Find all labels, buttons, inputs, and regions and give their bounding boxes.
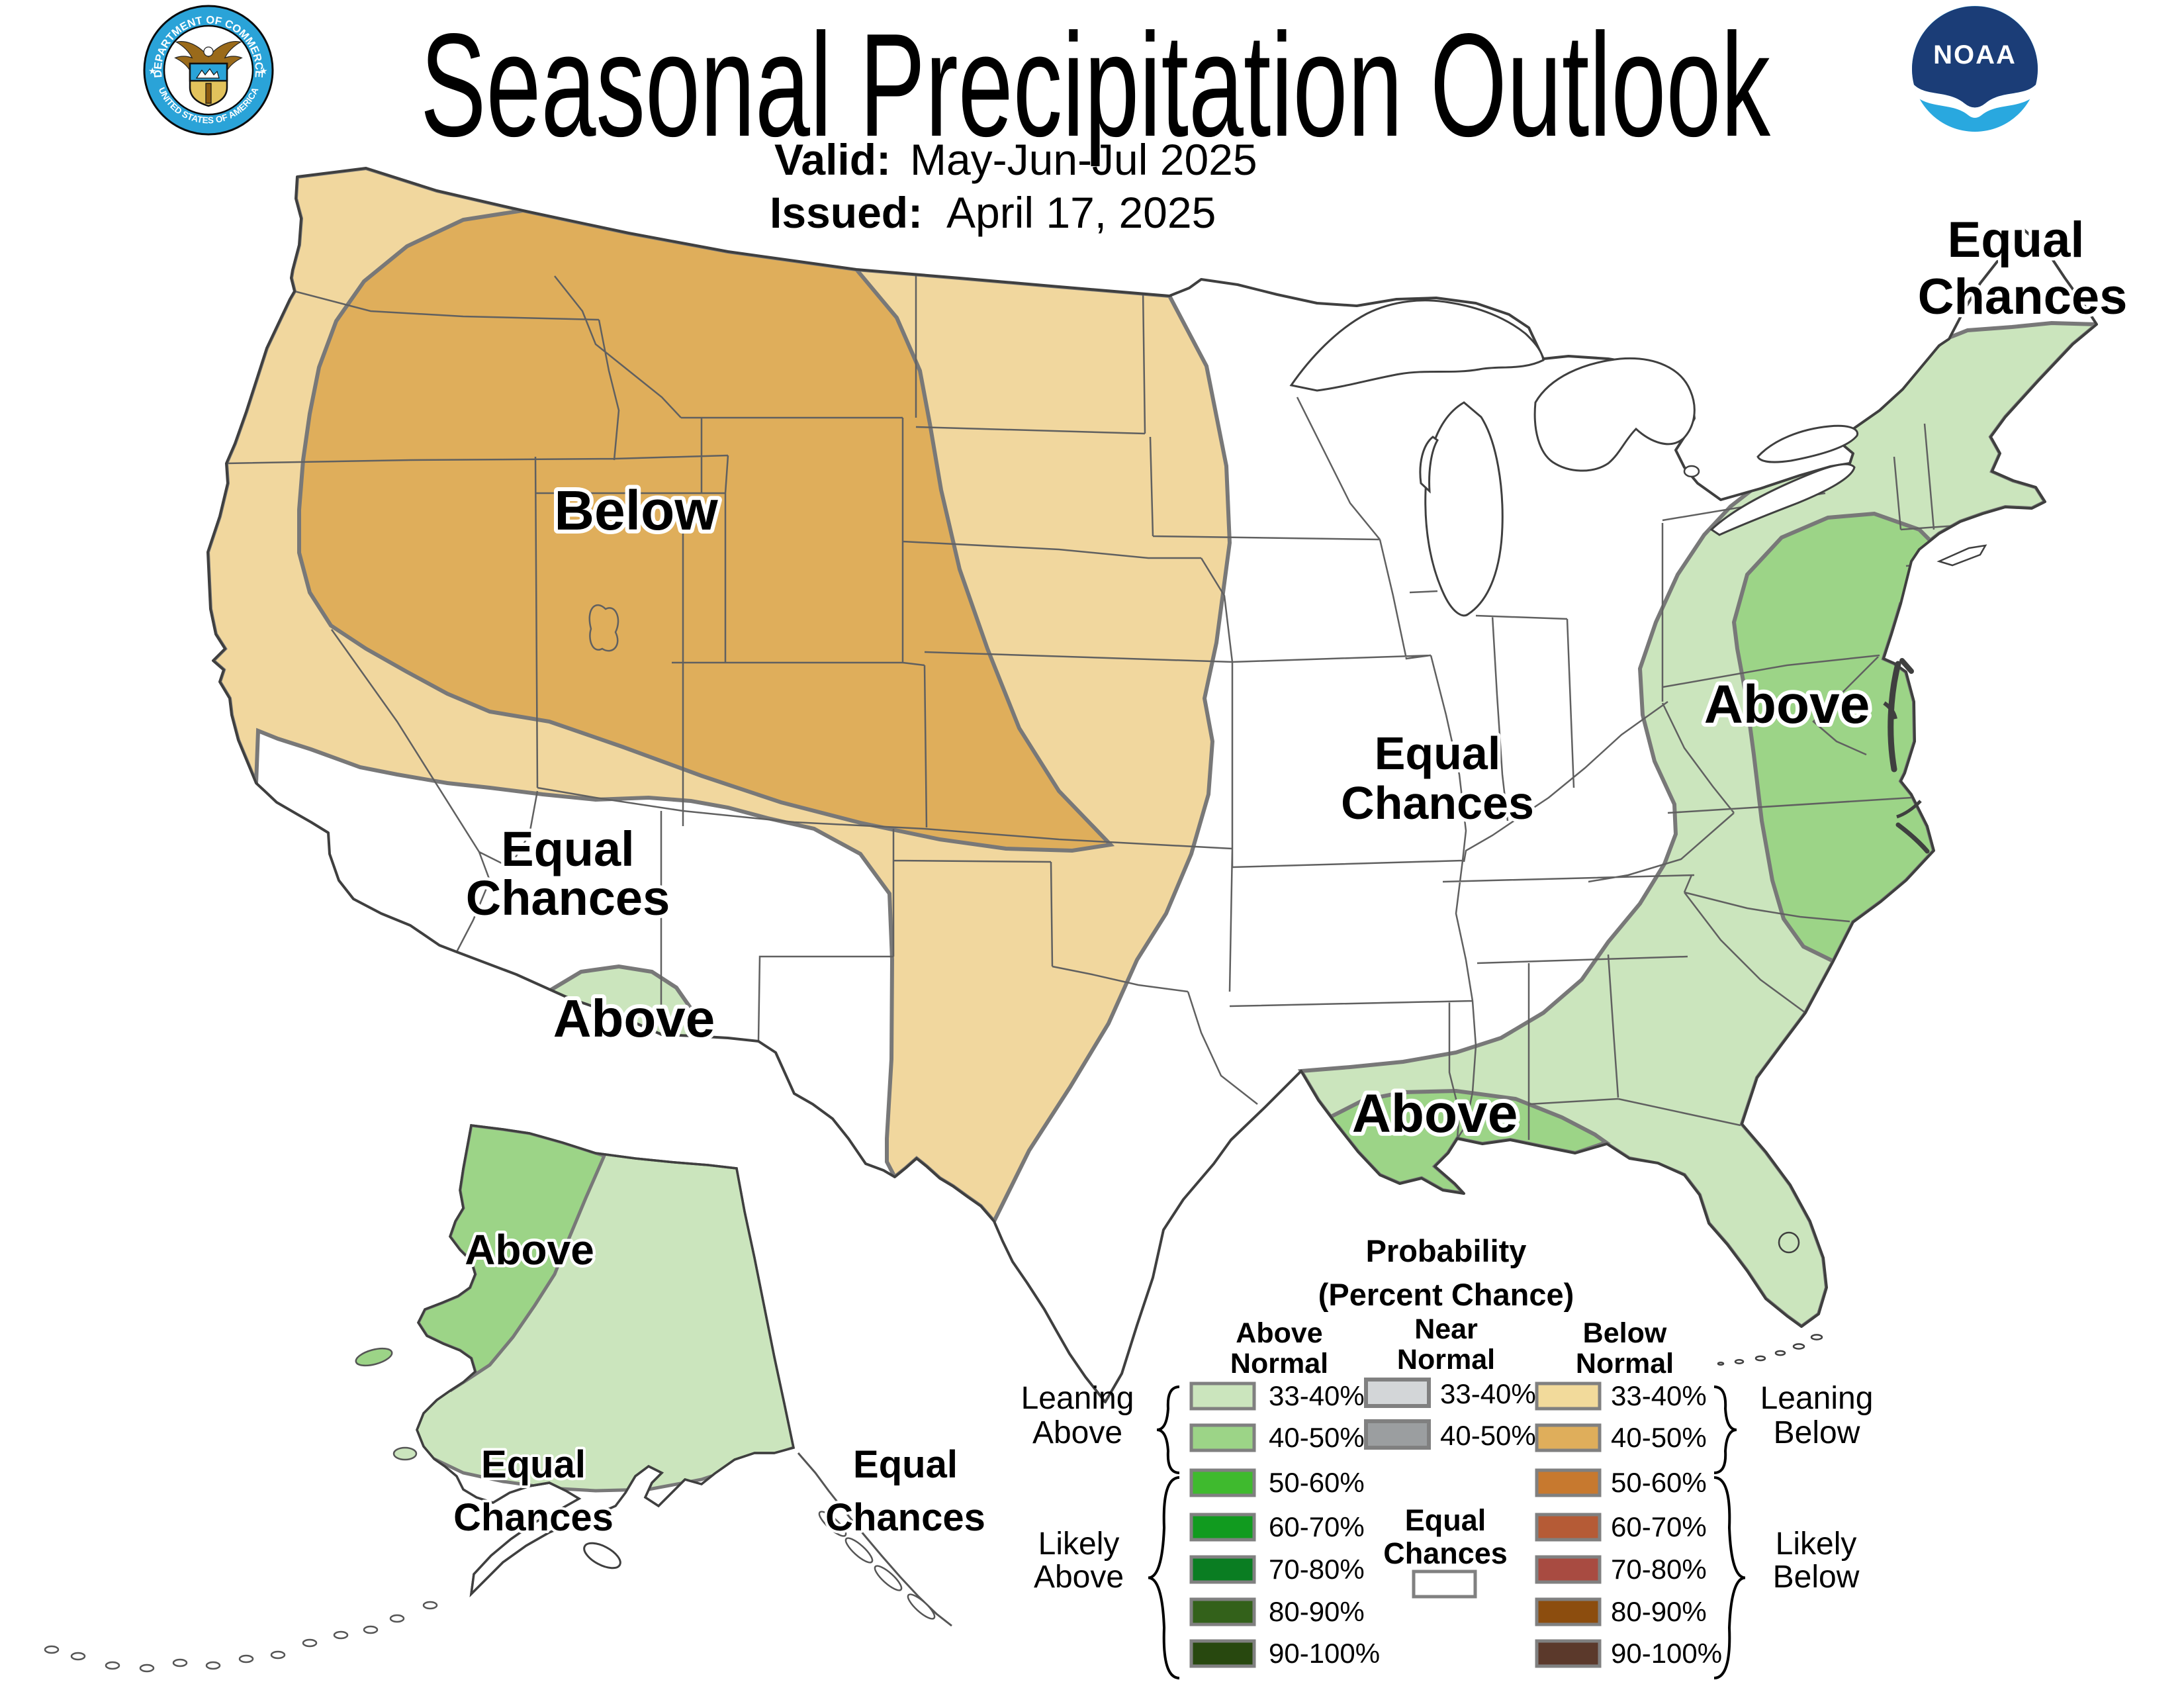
svg-text:Normal: Normal [1230, 1348, 1328, 1380]
svg-text:Normal: Normal [1397, 1344, 1495, 1376]
svg-text:Equal: Equal [853, 1443, 958, 1486]
svg-text:Normal: Normal [1576, 1348, 1674, 1380]
svg-text:80-90%: 80-90% [1269, 1596, 1365, 1627]
svg-text:Likely: Likely [1038, 1526, 1120, 1562]
svg-text:Equal: Equal [501, 821, 634, 876]
svg-text:Equal: Equal [481, 1443, 586, 1486]
svg-text:Near: Near [1414, 1313, 1478, 1345]
svg-text:60-70%: 60-70% [1269, 1511, 1365, 1542]
svg-text:May-Jun-Jul 2025: May-Jun-Jul 2025 [910, 135, 1257, 184]
svg-text:Chances: Chances [453, 1496, 614, 1539]
svg-text:Above: Above [465, 1226, 594, 1274]
svg-text:33-40%: 33-40% [1611, 1380, 1707, 1411]
svg-text:April 17, 2025: April 17, 2025 [946, 188, 1216, 237]
svg-text:Chances: Chances [1918, 269, 2128, 325]
svg-text:Above: Above [553, 989, 715, 1048]
svg-text:Below: Below [554, 479, 718, 541]
svg-text:Above: Above [1352, 1084, 1518, 1144]
svg-text:Chances: Chances [825, 1496, 985, 1539]
svg-text:★: ★ [259, 66, 268, 76]
svg-text:NOAA: NOAA [1933, 40, 2017, 70]
svg-text:40-50%: 40-50% [1611, 1422, 1707, 1453]
svg-text:Probability: Probability [1366, 1233, 1527, 1268]
svg-text:33-40%: 33-40% [1440, 1378, 1536, 1409]
svg-text:Below: Below [1583, 1317, 1667, 1349]
svg-text:40-50%: 40-50% [1269, 1422, 1365, 1453]
svg-text:Above: Above [1034, 1560, 1124, 1595]
svg-text:Valid:: Valid: [774, 135, 891, 184]
svg-text:Above: Above [1032, 1415, 1122, 1450]
svg-text:Issued:: Issued: [770, 188, 923, 237]
svg-text:(Percent Chance): (Percent Chance) [1318, 1277, 1574, 1312]
svg-text:Equal: Equal [1948, 212, 2085, 268]
svg-text:70-80%: 70-80% [1611, 1554, 1707, 1585]
svg-text:Leaning: Leaning [1760, 1381, 1874, 1416]
svg-text:50-60%: 50-60% [1269, 1467, 1365, 1498]
svg-text:Seasonal Precipitation Outlook: Seasonal Precipitation Outlook [420, 3, 1771, 167]
svg-text:Equal: Equal [1405, 1503, 1486, 1537]
svg-text:90-100%: 90-100% [1269, 1638, 1380, 1669]
svg-text:Below: Below [1774, 1415, 1860, 1450]
svg-text:Chances: Chances [466, 870, 670, 925]
svg-text:33-40%: 33-40% [1269, 1380, 1365, 1411]
svg-text:50-60%: 50-60% [1611, 1467, 1707, 1498]
svg-text:90-100%: 90-100% [1611, 1638, 1722, 1669]
svg-text:Chances: Chances [1341, 777, 1534, 829]
svg-text:80-90%: 80-90% [1611, 1596, 1707, 1627]
svg-text:Likely: Likely [1776, 1526, 1857, 1562]
svg-text:★: ★ [148, 66, 157, 76]
svg-text:40-50%: 40-50% [1440, 1420, 1536, 1451]
svg-text:60-70%: 60-70% [1611, 1511, 1707, 1542]
svg-text:Above: Above [1704, 675, 1870, 735]
svg-text:Chances: Chances [1383, 1536, 1508, 1570]
svg-text:Equal: Equal [1375, 727, 1501, 779]
svg-text:Above: Above [1236, 1317, 1322, 1349]
svg-text:70-80%: 70-80% [1269, 1554, 1365, 1585]
svg-text:Leaning: Leaning [1021, 1381, 1134, 1416]
svg-text:Below: Below [1773, 1560, 1860, 1595]
